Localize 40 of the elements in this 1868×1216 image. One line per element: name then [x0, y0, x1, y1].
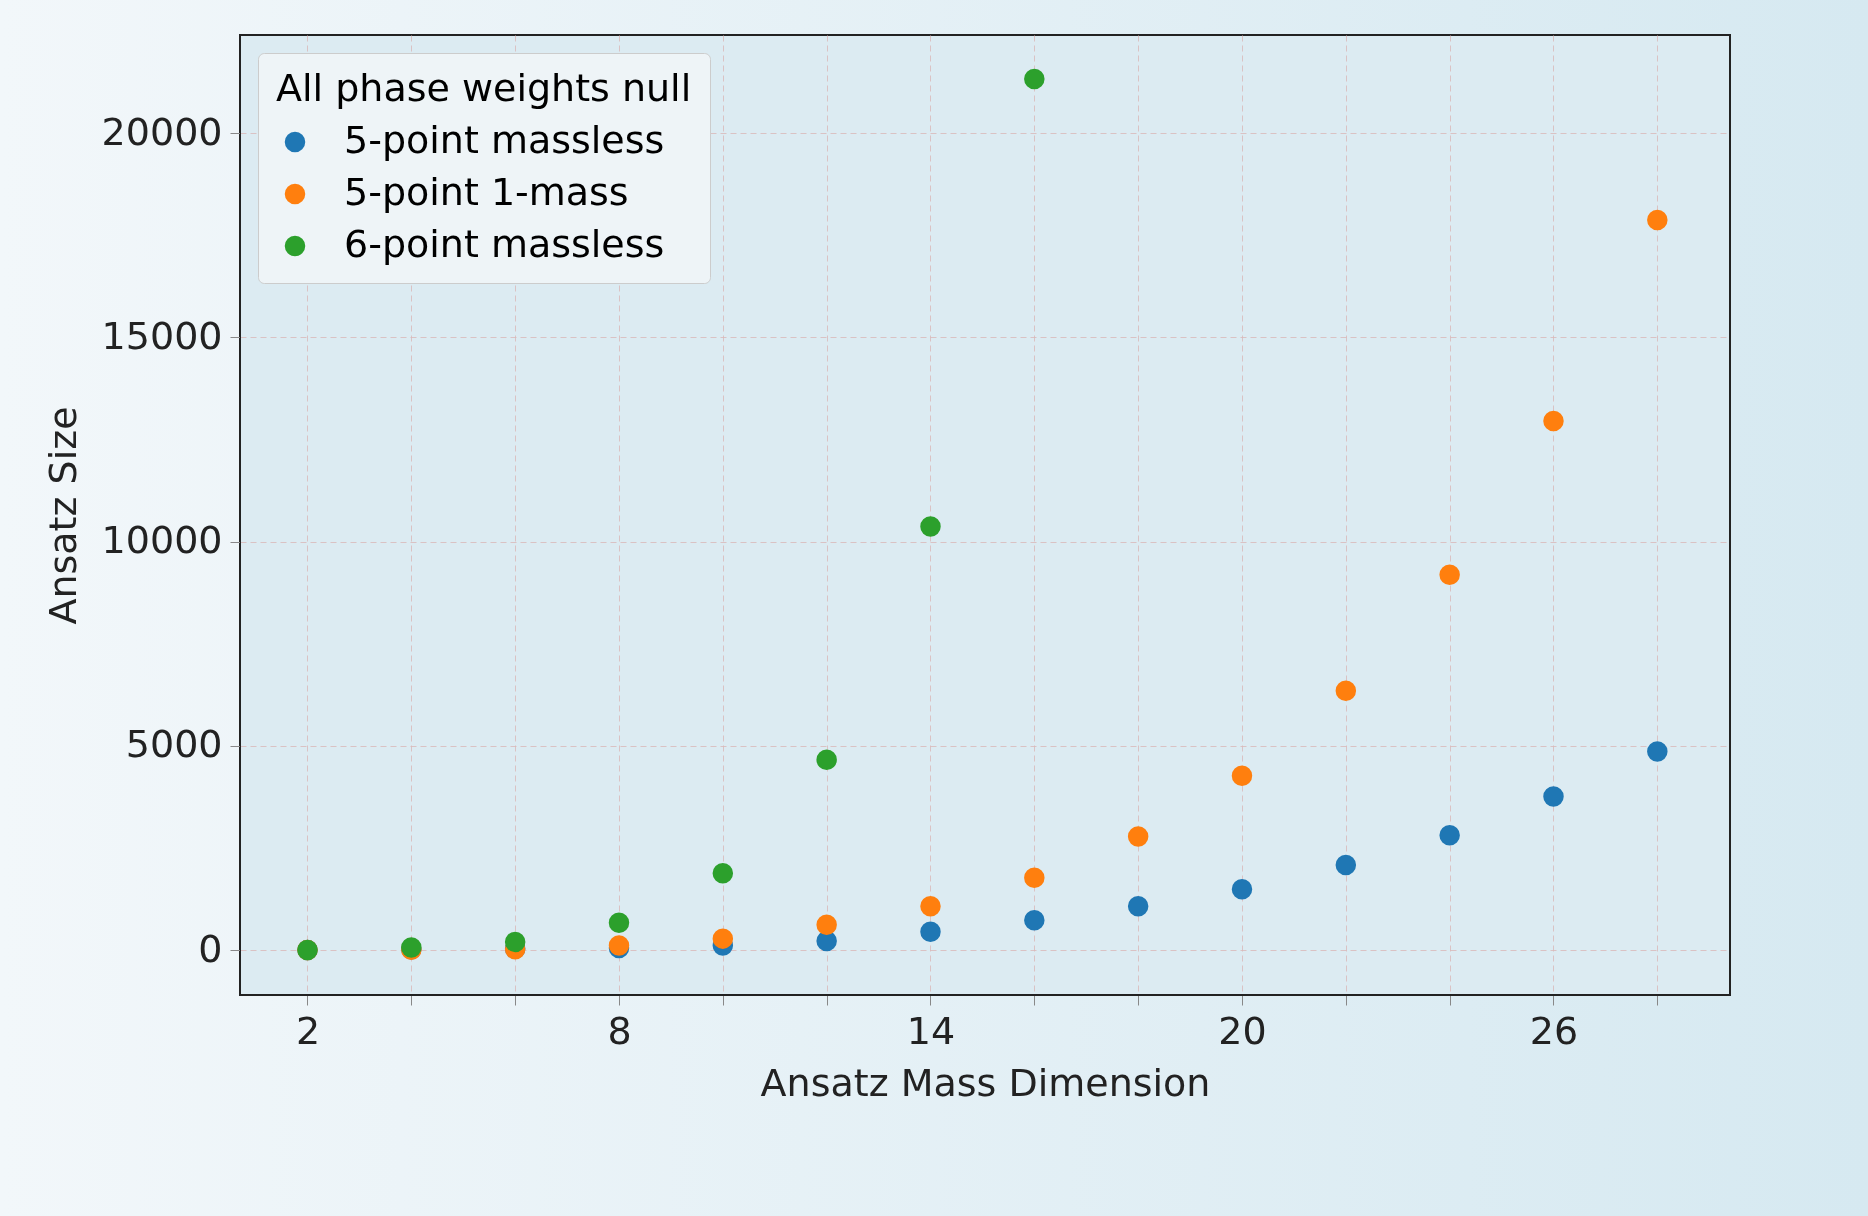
- y-tick-label: 0: [198, 926, 223, 971]
- point: [504, 931, 526, 953]
- point: [1024, 68, 1045, 90]
- legend-label: 6-point massless: [344, 222, 665, 266]
- legend-label: 5-point 1-mass: [344, 170, 629, 214]
- point: [816, 749, 837, 770]
- x-axis-title: Ansatz Mass Dimension: [760, 1060, 1211, 1105]
- point: [608, 912, 630, 933]
- point: [1439, 564, 1460, 585]
- x-tick-label: 26: [1529, 1008, 1579, 1053]
- y-tick-label: 10000: [101, 518, 223, 563]
- x-tick-label: 14: [906, 1008, 956, 1053]
- y-tick-label: 15000: [101, 313, 223, 358]
- point: [1127, 896, 1149, 917]
- point: [1127, 826, 1149, 847]
- y-tick-label: 20000: [101, 109, 223, 154]
- point: [712, 863, 734, 884]
- point: [1647, 209, 1668, 231]
- point: [712, 928, 734, 949]
- point: [1024, 867, 1045, 888]
- x-tick-label: 2: [295, 1008, 321, 1053]
- point: [1335, 854, 1357, 876]
- x-tick-label: 20: [1218, 1008, 1267, 1053]
- point: [1439, 825, 1460, 846]
- point: [1231, 765, 1253, 786]
- point: [1231, 878, 1253, 900]
- point: [1335, 680, 1357, 701]
- point: [1647, 741, 1668, 762]
- point: [1543, 410, 1564, 432]
- y-axis-title: Ansatz Size: [40, 406, 85, 625]
- point: [1024, 910, 1045, 931]
- legend-label: 5-point massless: [344, 118, 665, 162]
- y-tick-label: 5000: [125, 722, 223, 767]
- point: [816, 914, 837, 935]
- point: [920, 896, 941, 917]
- x-tick-label: 8: [607, 1008, 632, 1053]
- point: [920, 516, 941, 537]
- legend-title: All phase weights null: [276, 66, 692, 110]
- point: [1543, 786, 1564, 807]
- point: [920, 921, 941, 942]
